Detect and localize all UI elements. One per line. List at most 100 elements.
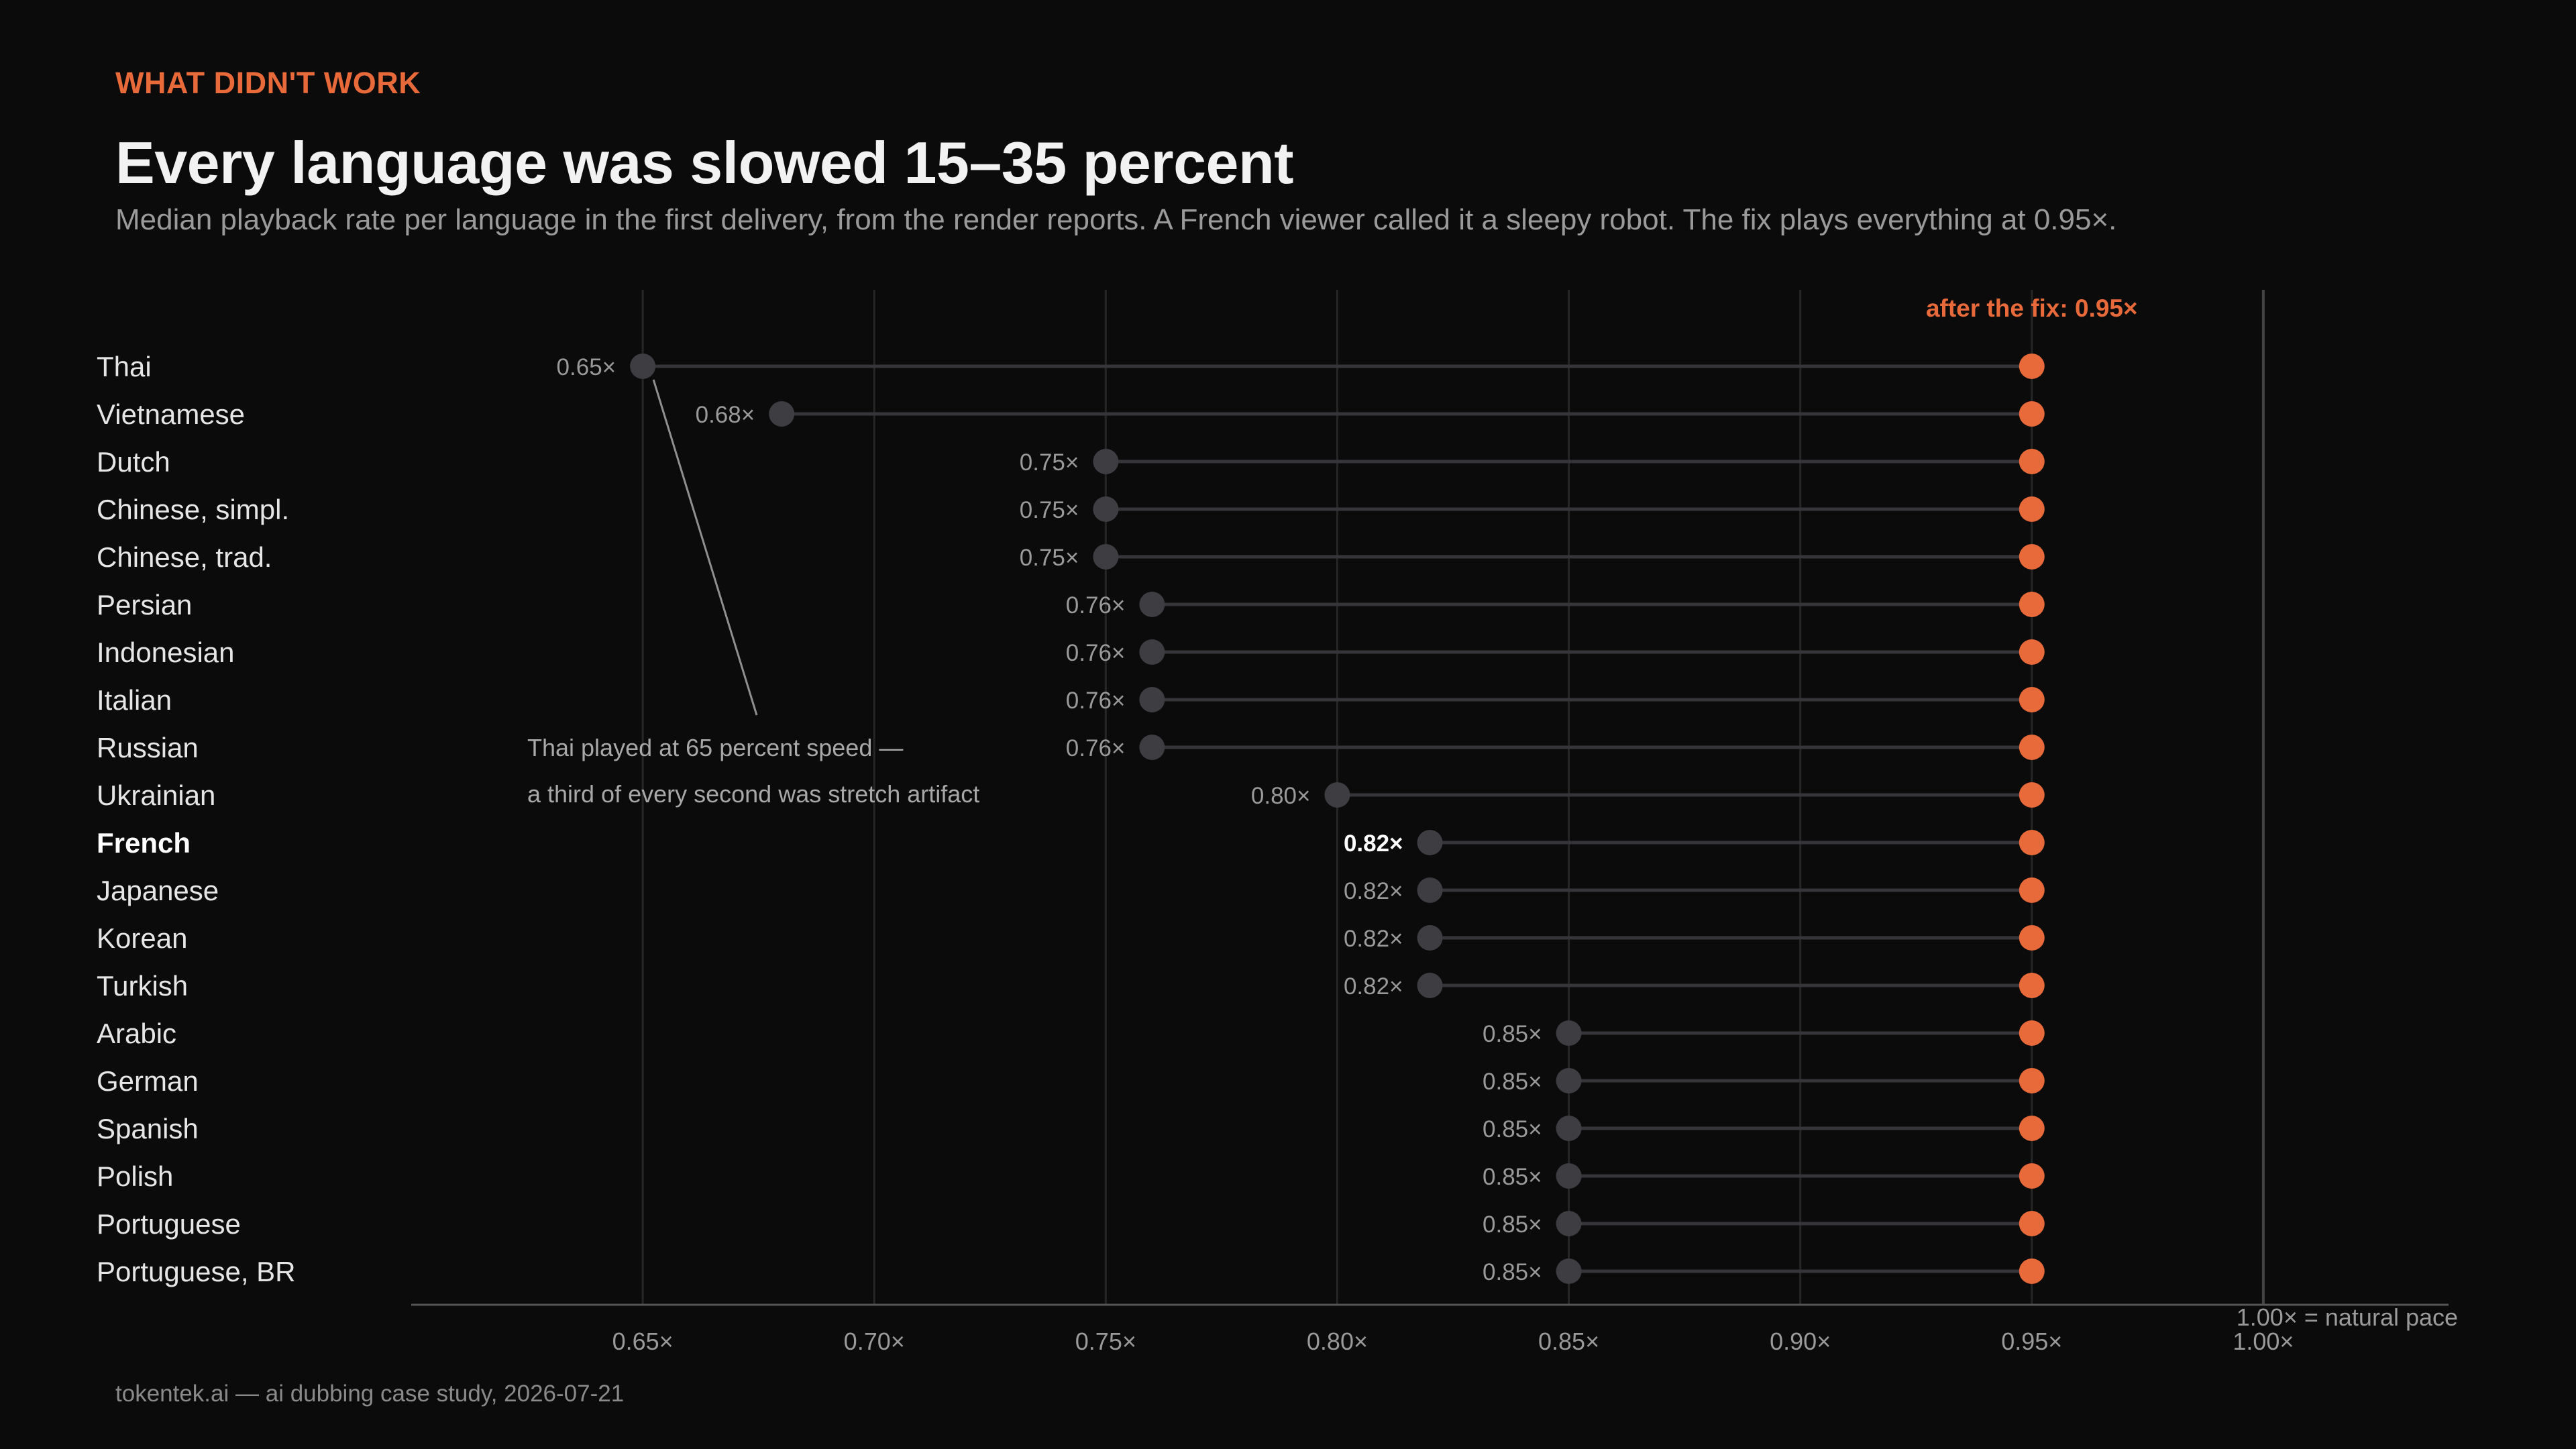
after-point [2019, 354, 2045, 379]
value-label: 0.75× [1020, 449, 1079, 476]
x-tick-label: 0.65× [612, 1328, 674, 1355]
after-point [2019, 830, 2045, 855]
category-label: Indonesian [97, 637, 235, 668]
category-label: Portuguese, BR [97, 1256, 296, 1287]
x-tick-label: 0.75× [1075, 1328, 1136, 1355]
before-point [1417, 973, 1443, 998]
after-point [2019, 449, 2045, 474]
value-label: 0.76× [1066, 640, 1126, 666]
value-label: 0.85× [1483, 1116, 1542, 1142]
after-point [2019, 925, 2045, 951]
category-label: Russian [97, 732, 199, 763]
category-label: Vietnamese [97, 398, 245, 430]
after-point [2019, 1020, 2045, 1046]
after-point [2019, 973, 2045, 998]
category-label: Ukrainian [97, 780, 215, 811]
after-point [2019, 1258, 2045, 1284]
before-point [1556, 1258, 1582, 1284]
data-points [630, 354, 2045, 1284]
before-point [769, 401, 795, 427]
value-label: 0.75× [1020, 497, 1079, 523]
value-label: 0.85× [1483, 1164, 1542, 1190]
after-point [2019, 544, 2045, 570]
category-label: Chinese, trad. [97, 541, 272, 573]
before-point [630, 354, 656, 379]
category-label: Persian [97, 589, 192, 621]
x-axis: 0.65× 0.70× 0.75× 0.80× 0.85× 0.90× 0.95× 1.00× [411, 1303, 2449, 1355]
before-point [1093, 496, 1119, 522]
value-label: 0.85× [1483, 1212, 1542, 1238]
category-label: Thai [97, 351, 152, 382]
before-point [1417, 877, 1443, 903]
before-point [1139, 639, 1165, 665]
after-point [2019, 1068, 2045, 1093]
value-label: 0.75× [1020, 545, 1079, 571]
after-point [2019, 592, 2045, 617]
category-label: Italian [97, 684, 172, 716]
before-point [1556, 1116, 1582, 1141]
value-label: 0.82× [1344, 830, 1403, 857]
before-point [1093, 449, 1119, 474]
connectors [643, 364, 2032, 1273]
before-point [1556, 1020, 1582, 1046]
before-point [1417, 830, 1443, 855]
value-label: 0.85× [1483, 1021, 1542, 1047]
x-tick-label: 0.90× [1770, 1328, 1831, 1355]
annotation-leader [652, 379, 758, 716]
before-point [1139, 735, 1165, 760]
page-subtitle: Median playback rate per language in the… [115, 203, 2117, 236]
value-label: 0.82× [1344, 926, 1403, 952]
labels: Thai 0.65× Vietnamese 0.68× Dutch 0.75× Chines… [97, 294, 2458, 1331]
before-point [1093, 544, 1119, 570]
page-title: Every language was slowed 15–35 percent [115, 129, 1294, 196]
value-label: 0.85× [1483, 1259, 1542, 1285]
before-point [1324, 782, 1350, 808]
after-point [2019, 639, 2045, 665]
category-label: French [97, 827, 191, 859]
source-footer: tokentek.ai — ai dubbing case study, 202… [115, 1381, 625, 1407]
after-point [2019, 735, 2045, 760]
category-label: Spanish [97, 1113, 199, 1144]
before-point [1139, 592, 1165, 617]
value-label: 0.82× [1344, 973, 1403, 1000]
category-label: Arabic [97, 1018, 176, 1049]
after-point [2019, 1211, 2045, 1236]
before-point [1556, 1163, 1582, 1189]
value-label: 0.80× [1251, 783, 1311, 809]
value-label: 0.82× [1344, 878, 1403, 904]
category-label: Chinese, simpl. [97, 494, 289, 525]
category-label: Dutch [97, 446, 170, 478]
x-tick-label: 0.85× [1538, 1328, 1599, 1355]
x-tick-label: 1.00× [2233, 1328, 2294, 1355]
value-label: 0.76× [1066, 688, 1126, 714]
after-point [2019, 782, 2045, 808]
before-point [1556, 1211, 1582, 1236]
after-point [2019, 1116, 2045, 1141]
natural-pace-label: 1.00× = natural pace [2237, 1303, 2458, 1331]
before-point [1556, 1068, 1582, 1093]
value-label: 0.76× [1066, 592, 1126, 619]
category-label: Turkish [97, 970, 188, 1002]
eyebrow-label: WHAT DIDN'T WORK [115, 66, 421, 100]
after-point [2019, 687, 2045, 712]
value-label: 0.65× [557, 354, 616, 380]
category-label: German [97, 1065, 199, 1097]
after-point [2019, 877, 2045, 903]
x-tick-label: 0.70× [844, 1328, 905, 1355]
annotation-text: Thai played at 65 percent speed — [527, 734, 903, 761]
value-label: 0.85× [1483, 1069, 1542, 1095]
value-label: 0.76× [1066, 735, 1126, 761]
annotation-text: a third of every second was stretch arti… [527, 780, 979, 808]
annotation: Thai played at 65 percent speed — a third… [527, 379, 979, 808]
category-label: Portuguese [97, 1208, 241, 1240]
category-label: Korean [97, 922, 187, 954]
value-label: 0.68× [696, 402, 755, 428]
after-point [2019, 1163, 2045, 1189]
x-tick-label: 0.80× [1307, 1328, 1368, 1355]
before-point [1417, 925, 1443, 951]
before-point [1139, 687, 1165, 712]
x-tick-label: 0.95× [2001, 1328, 2062, 1355]
after-fix-label: after the fix: 0.95× [1926, 294, 2138, 322]
after-point [2019, 401, 2045, 427]
